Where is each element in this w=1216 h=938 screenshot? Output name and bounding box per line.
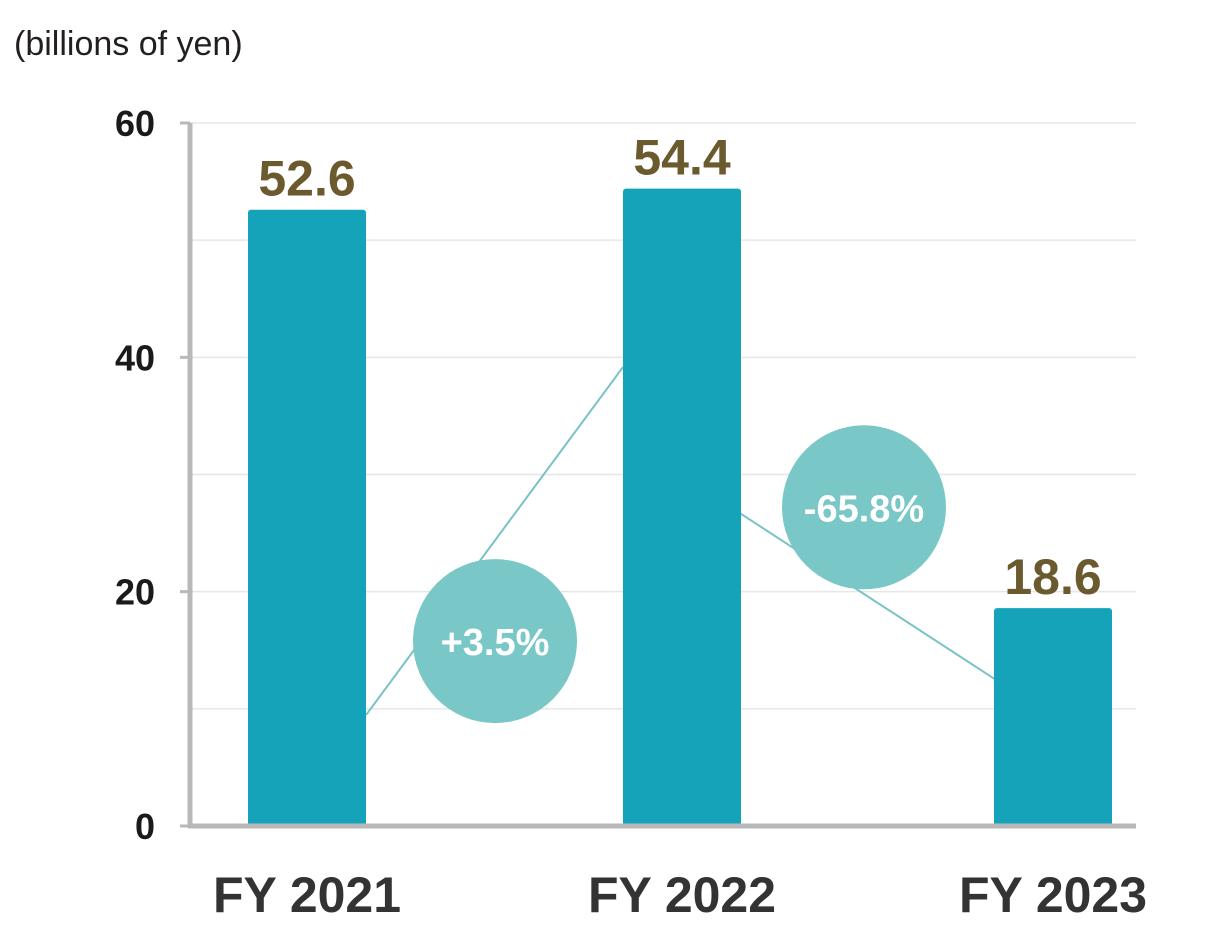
data-labels: 52.6 54.4 18.6 xyxy=(258,130,1101,605)
change-connectors xyxy=(365,366,1054,718)
bar-fy-2021 xyxy=(248,209,366,826)
change-bubble-circle xyxy=(782,425,946,590)
change-connector xyxy=(681,474,1054,718)
unit-label: (billions of yen) xyxy=(14,25,243,63)
y-tick-labels: 0 20 40 60 xyxy=(115,103,155,847)
x-tick-labels: FY 2021 FY 2022 FY 2023 xyxy=(213,867,1147,923)
data-label: 54.4 xyxy=(633,130,731,186)
y-tick-label: 20 xyxy=(115,572,155,613)
change-bubble-circle xyxy=(413,559,577,724)
x-tick-label: FY 2022 xyxy=(588,867,776,923)
change-bubble: -65.8% xyxy=(782,425,946,590)
y-tick-label: 0 xyxy=(135,806,155,847)
x-tick-label: FY 2023 xyxy=(959,867,1147,923)
bar-fy-2022 xyxy=(623,188,741,826)
change-label: -65.8% xyxy=(804,488,924,530)
x-tick-label: FY 2021 xyxy=(213,867,401,923)
change-connector xyxy=(365,366,624,716)
bar-fy-2023 xyxy=(994,608,1112,826)
change-bubbles: +3.5% -65.8% xyxy=(413,425,946,724)
bars xyxy=(248,188,1112,826)
y-tick-label: 60 xyxy=(115,103,155,144)
data-label: 18.6 xyxy=(1004,549,1101,605)
change-bubble: +3.5% xyxy=(413,559,577,724)
data-label: 52.6 xyxy=(258,151,355,207)
change-label: +3.5% xyxy=(441,622,550,664)
axes xyxy=(180,121,1136,829)
y-tick-label: 40 xyxy=(115,337,155,378)
